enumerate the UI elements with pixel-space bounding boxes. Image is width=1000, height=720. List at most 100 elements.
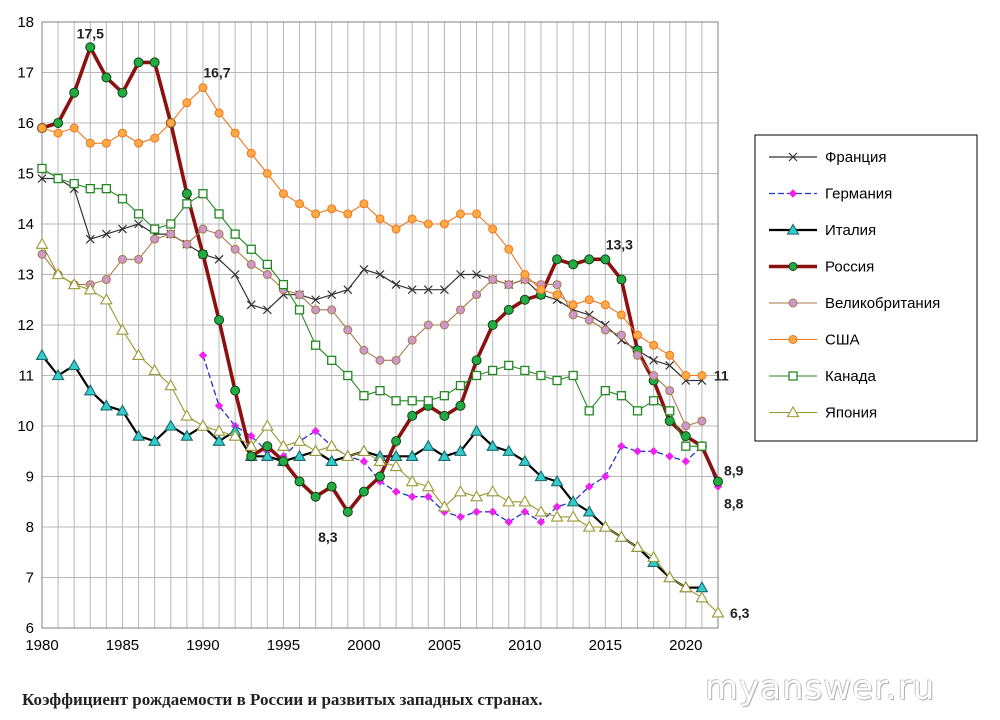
data-point xyxy=(166,219,176,229)
data-point xyxy=(437,500,451,512)
data-point xyxy=(439,320,449,330)
data-point xyxy=(584,254,595,265)
data-point xyxy=(51,267,65,280)
data-point xyxy=(520,365,530,376)
data-point xyxy=(550,474,564,487)
data-point xyxy=(788,262,798,271)
plot-border xyxy=(41,21,719,629)
data-point xyxy=(148,434,162,446)
data-label: 8,9 xyxy=(724,463,744,479)
data-point xyxy=(649,371,659,380)
data-point xyxy=(568,300,578,310)
data-point xyxy=(133,57,144,68)
data-point xyxy=(788,152,798,162)
data-point xyxy=(552,375,562,386)
data-point xyxy=(632,406,643,416)
data-point xyxy=(116,404,129,416)
data-point xyxy=(327,355,337,366)
data-point xyxy=(359,345,369,355)
data-point xyxy=(633,330,643,340)
data-point xyxy=(325,439,339,451)
data-point xyxy=(504,360,514,371)
data-point xyxy=(472,270,481,279)
series-5 xyxy=(37,224,707,431)
data-point xyxy=(118,224,127,234)
data-point xyxy=(584,406,594,416)
x-tick-label: 1990 xyxy=(186,637,219,654)
x-tick-label: 2000 xyxy=(347,637,380,654)
data-point xyxy=(519,294,530,305)
data-point xyxy=(456,270,465,279)
data-point xyxy=(85,183,95,194)
data-point xyxy=(472,507,481,517)
data-point xyxy=(697,416,707,426)
data-point xyxy=(552,254,563,265)
data-point xyxy=(117,128,127,138)
data-point xyxy=(471,370,482,381)
data-point xyxy=(69,123,79,133)
data-point xyxy=(679,580,693,593)
data-point xyxy=(665,350,675,360)
data-point xyxy=(633,447,642,456)
data-label: 8,8 xyxy=(724,496,744,512)
data-point xyxy=(293,449,306,461)
data-point xyxy=(198,83,208,93)
data-point xyxy=(214,401,224,411)
data-point xyxy=(681,441,691,451)
data-point xyxy=(391,280,401,290)
data-point xyxy=(101,183,112,194)
data-point xyxy=(600,300,610,310)
data-point xyxy=(786,223,800,235)
data-point xyxy=(278,456,289,467)
data-point xyxy=(214,314,225,325)
legend-label: Франция xyxy=(825,149,886,166)
legend-label: Канада xyxy=(825,368,876,385)
legend-entry: США xyxy=(769,332,860,349)
data-point xyxy=(101,138,111,148)
data-point xyxy=(407,285,417,295)
data-point xyxy=(295,199,305,209)
y-tick-label: 8 xyxy=(26,519,34,536)
data-point xyxy=(358,486,369,497)
y-tick-label: 18 xyxy=(17,14,34,31)
data-point xyxy=(536,285,546,295)
watermark: myanswer.ru xyxy=(705,668,936,708)
data-point xyxy=(53,128,63,138)
data-point xyxy=(568,370,578,381)
data-point xyxy=(407,410,418,421)
data-point xyxy=(101,72,112,83)
data-point xyxy=(502,444,516,456)
data-point xyxy=(343,325,353,335)
data-point xyxy=(311,426,320,436)
data-point xyxy=(101,275,111,285)
data-point xyxy=(456,512,465,522)
data-point xyxy=(665,406,675,416)
data-point xyxy=(503,304,514,315)
x-tick-label: 1985 xyxy=(106,637,139,654)
data-point xyxy=(389,459,403,472)
data-point xyxy=(502,495,516,507)
data-point xyxy=(614,530,628,542)
data-point xyxy=(132,348,146,360)
data-point xyxy=(99,399,113,411)
data-point xyxy=(246,259,256,269)
data-point xyxy=(421,479,435,492)
data-point xyxy=(164,378,178,391)
data-point xyxy=(262,259,272,270)
data-point xyxy=(262,305,272,315)
data-point xyxy=(150,224,160,234)
series-2 xyxy=(198,351,723,527)
data-point xyxy=(520,507,530,517)
data-point xyxy=(375,385,385,396)
data-point xyxy=(536,370,546,381)
y-tick-label: 9 xyxy=(26,469,34,486)
data-point xyxy=(262,270,272,279)
y-tick-label: 15 xyxy=(17,166,34,183)
data-point xyxy=(455,209,465,219)
data-point xyxy=(373,454,387,467)
data-point xyxy=(134,254,144,264)
data-point xyxy=(51,368,65,381)
data-point xyxy=(294,305,305,315)
data-point xyxy=(230,385,241,396)
data-point xyxy=(375,270,385,279)
